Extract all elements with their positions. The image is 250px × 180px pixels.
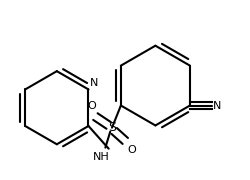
Text: O: O xyxy=(87,101,96,111)
Text: NH: NH xyxy=(92,152,109,162)
Text: N: N xyxy=(212,100,221,111)
Text: O: O xyxy=(127,145,136,155)
Text: N: N xyxy=(89,78,98,88)
Text: S: S xyxy=(108,121,116,134)
